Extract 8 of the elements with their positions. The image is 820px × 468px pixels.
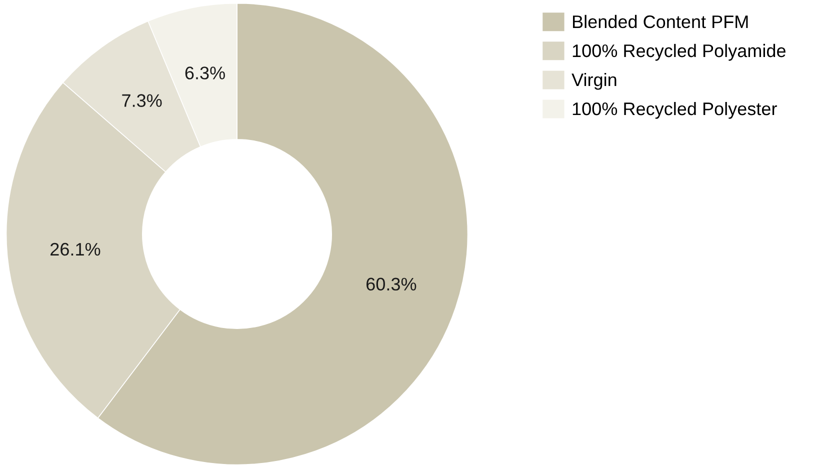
data-label: 60.3% (366, 278, 416, 291)
legend-label: Blended Content PFM (573, 14, 748, 28)
data-label: 7.3% (122, 94, 162, 107)
data-label: 6.3% (185, 66, 225, 80)
legend-label: 100% Recycled Polyamide (572, 44, 786, 61)
data-label: 26.1% (50, 242, 100, 256)
legend-label: Virgin (572, 72, 616, 90)
legend-label: 100% Recycled Polyester (572, 102, 777, 119)
